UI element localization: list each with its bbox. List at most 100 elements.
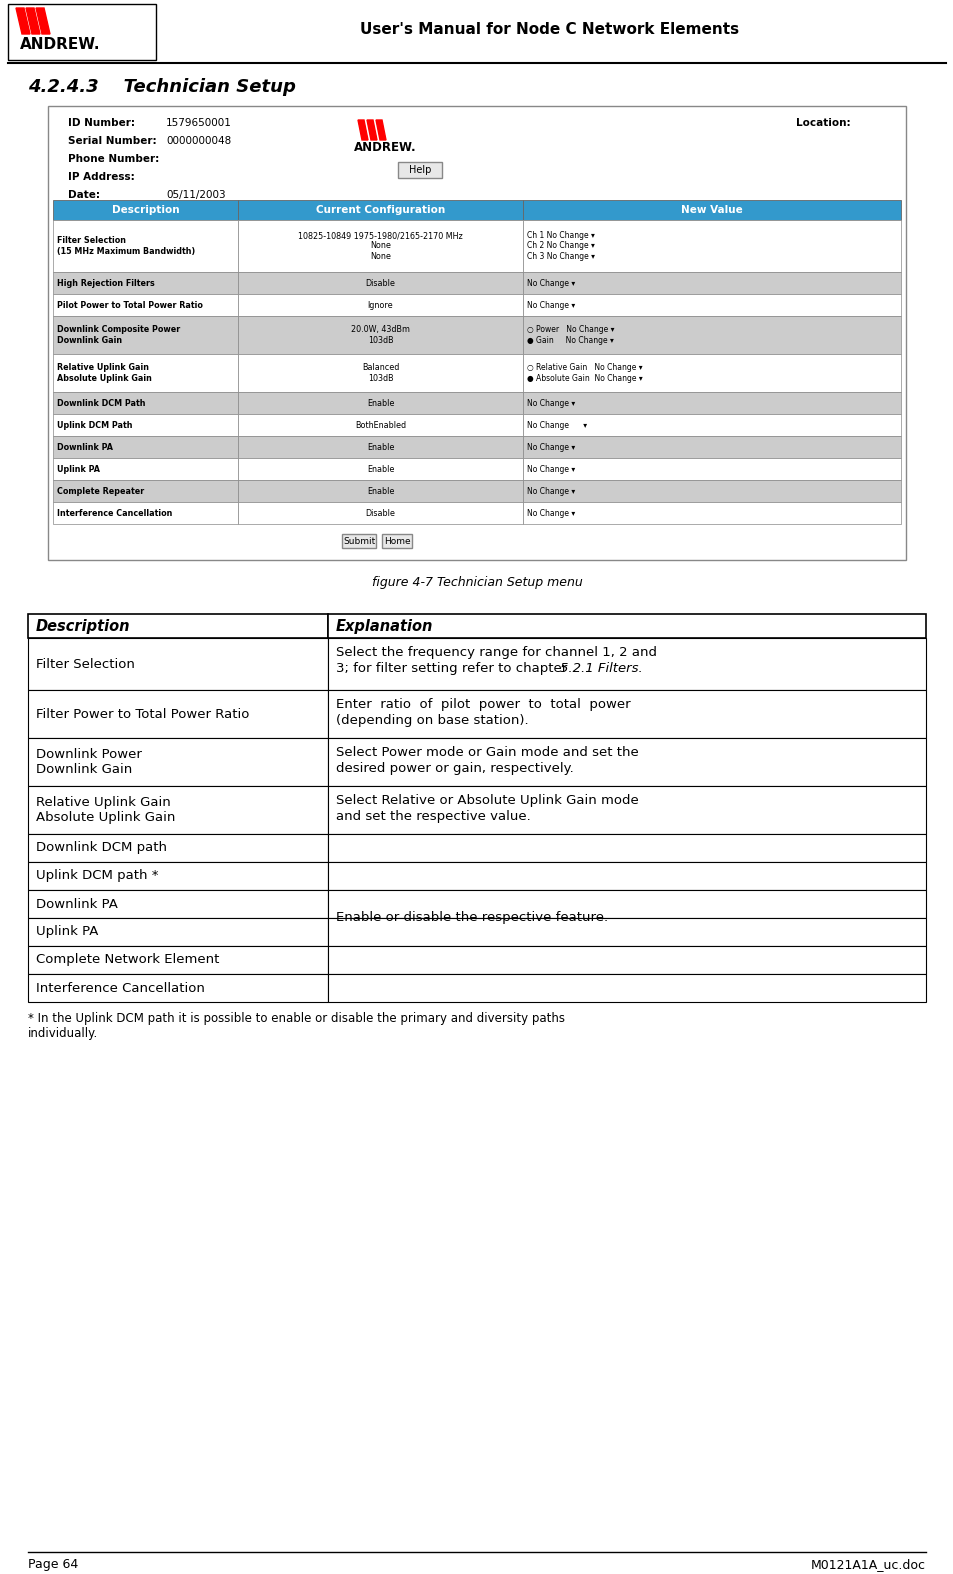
Bar	[53, 414, 237, 436]
Bar	[237, 200, 522, 220]
Bar	[522, 316, 900, 354]
Bar	[328, 834, 925, 863]
Text: Uplink DCM Path: Uplink DCM Path	[57, 420, 132, 430]
Text: Description: Description	[36, 619, 131, 633]
Text: desired power or gain, respectively.: desired power or gain, respectively.	[335, 762, 573, 774]
Text: 0000000048: 0000000048	[166, 135, 231, 146]
Text: Interference Cancellation: Interference Cancellation	[36, 982, 205, 995]
Text: High Rejection Filters: High Rejection Filters	[57, 279, 154, 288]
Bar	[522, 272, 900, 294]
Text: Select the frequency range for channel 1, 2 and: Select the frequency range for channel 1…	[335, 645, 657, 660]
Text: No Change ▾: No Change ▾	[526, 301, 575, 310]
Bar	[328, 946, 925, 974]
Text: Downlink Composite Power
Downlink Gain: Downlink Composite Power Downlink Gain	[57, 326, 180, 345]
Bar	[53, 272, 237, 294]
Bar	[53, 294, 237, 316]
Bar	[28, 738, 328, 785]
Bar	[237, 458, 522, 480]
Bar	[522, 502, 900, 524]
Text: No Change ▾: No Change ▾	[526, 486, 575, 496]
Text: Select Power mode or Gain mode and set the: Select Power mode or Gain mode and set t…	[335, 746, 639, 759]
Text: ○ Relative Gain   No Change ▾
● Absolute Gain  No Change ▾: ○ Relative Gain No Change ▾ ● Absolute G…	[526, 364, 642, 382]
Bar	[328, 918, 925, 946]
Text: Description: Description	[112, 205, 179, 216]
Text: Relative Uplink Gain
Absolute Uplink Gain: Relative Uplink Gain Absolute Uplink Gai…	[57, 364, 152, 382]
Bar	[237, 414, 522, 436]
Text: Relative Uplink Gain
Absolute Uplink Gain: Relative Uplink Gain Absolute Uplink Gai…	[36, 796, 175, 825]
Text: 1579650001: 1579650001	[166, 118, 232, 127]
Text: Select Relative or Absolute Uplink Gain mode: Select Relative or Absolute Uplink Gain …	[335, 793, 639, 807]
Bar	[237, 220, 522, 272]
Text: Submit: Submit	[343, 537, 375, 546]
Bar	[53, 480, 237, 502]
Text: 10825-10849 1975-1980/2165-2170 MHz
None
None: 10825-10849 1975-1980/2165-2170 MHz None…	[297, 231, 462, 261]
Bar	[53, 316, 237, 354]
Bar	[382, 534, 412, 548]
Text: Ch 1 No Change ▾
Ch 2 No Change ▾
Ch 3 No Change ▾: Ch 1 No Change ▾ Ch 2 No Change ▾ Ch 3 N…	[526, 231, 595, 261]
Bar	[53, 220, 237, 272]
Bar	[53, 502, 237, 524]
Text: Pilot Power to Total Power Ratio: Pilot Power to Total Power Ratio	[57, 301, 203, 310]
Text: Enter  ratio  of  pilot  power  to  total  power: Enter ratio of pilot power to total powe…	[335, 697, 630, 711]
Polygon shape	[36, 8, 50, 35]
Text: Enable: Enable	[366, 486, 394, 496]
Bar	[237, 480, 522, 502]
Text: Filter Power to Total Power Ratio: Filter Power to Total Power Ratio	[36, 707, 249, 721]
Bar	[237, 502, 522, 524]
Text: (depending on base station).: (depending on base station).	[335, 715, 528, 727]
Text: No Change ▾: No Change ▾	[526, 398, 575, 408]
Bar	[328, 738, 925, 785]
Bar	[522, 392, 900, 414]
Bar	[48, 105, 905, 560]
Text: Enable: Enable	[366, 464, 394, 474]
Text: Phone Number:: Phone Number:	[68, 154, 159, 164]
Text: Enable or disable the respective feature.: Enable or disable the respective feature…	[335, 911, 607, 924]
Bar	[328, 637, 925, 689]
Text: Serial Number:: Serial Number:	[68, 135, 156, 146]
Text: 4.2.4.3    Technician Setup: 4.2.4.3 Technician Setup	[28, 79, 295, 96]
Text: 5.2.1 Filters.: 5.2.1 Filters.	[559, 663, 642, 675]
Text: Downlink DCM Path: Downlink DCM Path	[57, 398, 146, 408]
Bar	[397, 162, 441, 178]
Text: No Change      ▾: No Change ▾	[526, 420, 586, 430]
Text: Current Configuration: Current Configuration	[315, 205, 445, 216]
Bar	[237, 354, 522, 392]
Text: Filter Selection
(15 MHz Maximum Bandwidth): Filter Selection (15 MHz Maximum Bandwid…	[57, 236, 195, 255]
Text: Explanation: Explanation	[335, 619, 433, 633]
Bar	[28, 889, 328, 918]
Text: M0121A1A_uc.doc: M0121A1A_uc.doc	[810, 1558, 925, 1571]
Text: 3; for filter setting refer to chapter: 3; for filter setting refer to chapter	[335, 663, 571, 675]
Bar	[328, 863, 925, 889]
Bar	[237, 316, 522, 354]
Bar	[328, 889, 925, 918]
Bar	[28, 946, 328, 974]
Text: * In the Uplink DCM path it is possible to enable or disable the primary and div: * In the Uplink DCM path it is possible …	[28, 1012, 564, 1040]
Bar	[53, 436, 237, 458]
Text: Complete Network Element: Complete Network Element	[36, 954, 219, 966]
Bar	[28, 689, 328, 738]
Text: No Change ▾: No Change ▾	[526, 508, 575, 518]
Text: Location:: Location:	[795, 118, 850, 127]
Text: Filter Selection: Filter Selection	[36, 658, 134, 671]
Text: Downlink PA: Downlink PA	[57, 442, 112, 452]
Bar	[522, 200, 900, 220]
Text: Home: Home	[384, 537, 411, 546]
Text: Complete Repeater: Complete Repeater	[57, 486, 144, 496]
Text: Uplink PA: Uplink PA	[36, 926, 98, 938]
Text: Ignore: Ignore	[367, 301, 393, 310]
Text: Enable: Enable	[366, 442, 394, 452]
Text: Disable: Disable	[365, 279, 395, 288]
Bar	[28, 834, 328, 863]
Text: User's Manual for Node C Network Elements: User's Manual for Node C Network Element…	[360, 22, 739, 38]
Text: Uplink PA: Uplink PA	[57, 464, 100, 474]
Text: No Change ▾: No Change ▾	[526, 279, 575, 288]
Bar	[522, 354, 900, 392]
Bar	[237, 392, 522, 414]
Text: Date:: Date:	[68, 190, 100, 200]
Bar	[28, 637, 328, 689]
Bar	[28, 785, 328, 834]
Bar	[28, 614, 328, 637]
Bar	[237, 294, 522, 316]
Text: IP Address:: IP Address:	[68, 172, 134, 183]
Text: figure 4-7 Technician Setup menu: figure 4-7 Technician Setup menu	[372, 576, 581, 589]
